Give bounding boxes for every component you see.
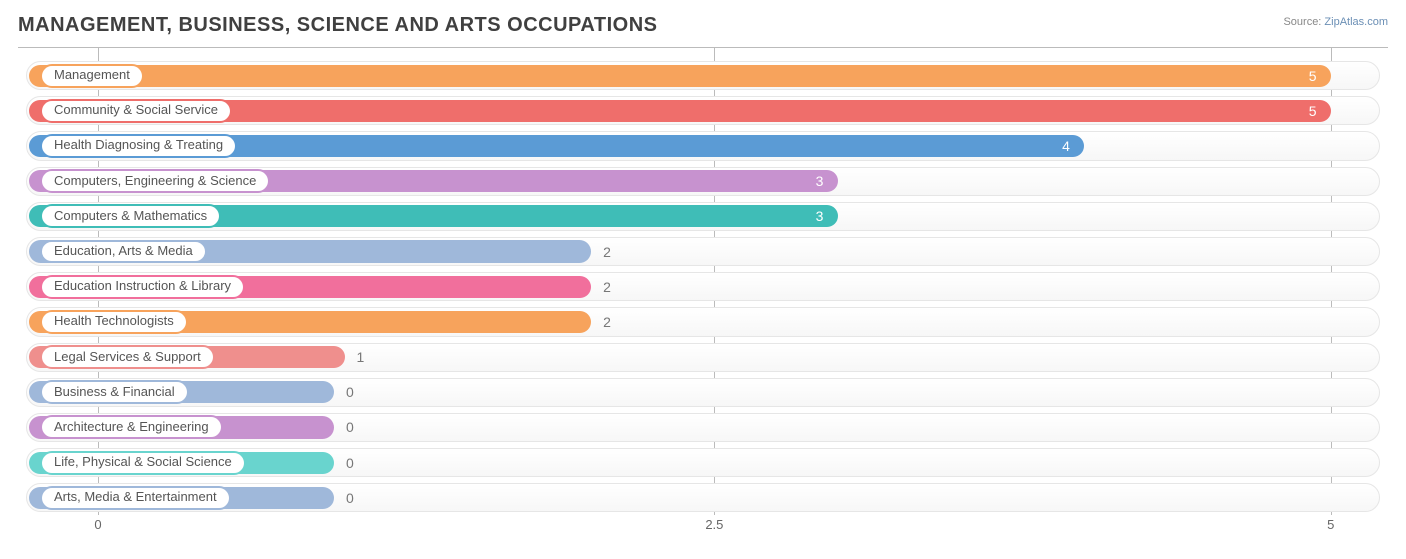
bar-category-label: Health Diagnosing & Treating: [40, 134, 237, 158]
x-tick-label: 5: [1327, 517, 1334, 532]
bar: [29, 65, 1331, 87]
bar-category-label: Business & Financial: [40, 380, 189, 404]
bar-row: Legal Services & Support 1: [18, 340, 1388, 375]
source-link[interactable]: ZipAtlas.com: [1324, 16, 1388, 28]
bar-value-label: 0: [346, 419, 354, 435]
chart-container: MANAGEMENT, BUSINESS, SCIENCE AND ARTS O…: [0, 0, 1406, 559]
bar-category-label: Management: [40, 64, 144, 88]
bar-row: Computers, Engineering & Science 3: [18, 164, 1388, 199]
bar-value-label: 1: [357, 349, 365, 365]
bar-row: Education, Arts & Media 2: [18, 234, 1388, 269]
bar-category-label: Computers & Mathematics: [40, 204, 221, 228]
bar-rows: Management 5 Community & Social Service 5 He…: [18, 48, 1388, 515]
bar-row: Architecture & Engineering 0: [18, 410, 1388, 445]
chart-title: MANAGEMENT, BUSINESS, SCIENCE AND ARTS O…: [18, 14, 657, 37]
source-prefix: Source:: [1283, 16, 1324, 28]
bar-value-label: 2: [603, 314, 611, 330]
bar-row: Health Diagnosing & Treating 4: [18, 128, 1388, 163]
bar-value-label: 2: [603, 244, 611, 260]
bar-value-label: 0: [346, 490, 354, 506]
bar-value-label: 0: [346, 384, 354, 400]
bar-row: Management 5: [18, 58, 1388, 93]
bar-value-label: 4: [1062, 138, 1070, 154]
bar-row: Business & Financial 0: [18, 375, 1388, 410]
bar-value-label: 3: [816, 208, 824, 224]
bar-row: Education Instruction & Library 2: [18, 269, 1388, 304]
bar-row: Life, Physical & Social Science 0: [18, 445, 1388, 480]
chart-header: MANAGEMENT, BUSINESS, SCIENCE AND ARTS O…: [18, 14, 1388, 37]
bar-category-label: Education Instruction & Library: [40, 275, 245, 299]
bar-category-label: Health Technologists: [40, 310, 188, 334]
chart-plot-area: Management 5 Community & Social Service 5 He…: [18, 47, 1388, 537]
bar-value-label: 0: [346, 455, 354, 471]
bar-row: Community & Social Service 5: [18, 93, 1388, 128]
x-tick-label: 0: [94, 517, 101, 532]
bar-value-label: 5: [1309, 103, 1317, 119]
x-tick-label: 2.5: [705, 517, 723, 532]
bar-category-label: Life, Physical & Social Science: [40, 451, 246, 475]
bar-category-label: Computers, Engineering & Science: [40, 169, 270, 193]
bar-row: Arts, Media & Entertainment 0: [18, 480, 1388, 515]
bar-value-label: 5: [1309, 68, 1317, 84]
x-axis: 02.55: [18, 515, 1388, 537]
bar-category-label: Arts, Media & Entertainment: [40, 486, 231, 510]
source-attribution: Source: ZipAtlas.com: [1283, 16, 1388, 28]
bar-row: Computers & Mathematics 3: [18, 199, 1388, 234]
bar-category-label: Architecture & Engineering: [40, 416, 223, 440]
bar-category-label: Community & Social Service: [40, 99, 232, 123]
bar-category-label: Education, Arts & Media: [40, 240, 207, 264]
bar-category-label: Legal Services & Support: [40, 345, 215, 369]
bar-value-label: 2: [603, 279, 611, 295]
bar-value-label: 3: [816, 173, 824, 189]
bar-row: Health Technologists 2: [18, 304, 1388, 339]
